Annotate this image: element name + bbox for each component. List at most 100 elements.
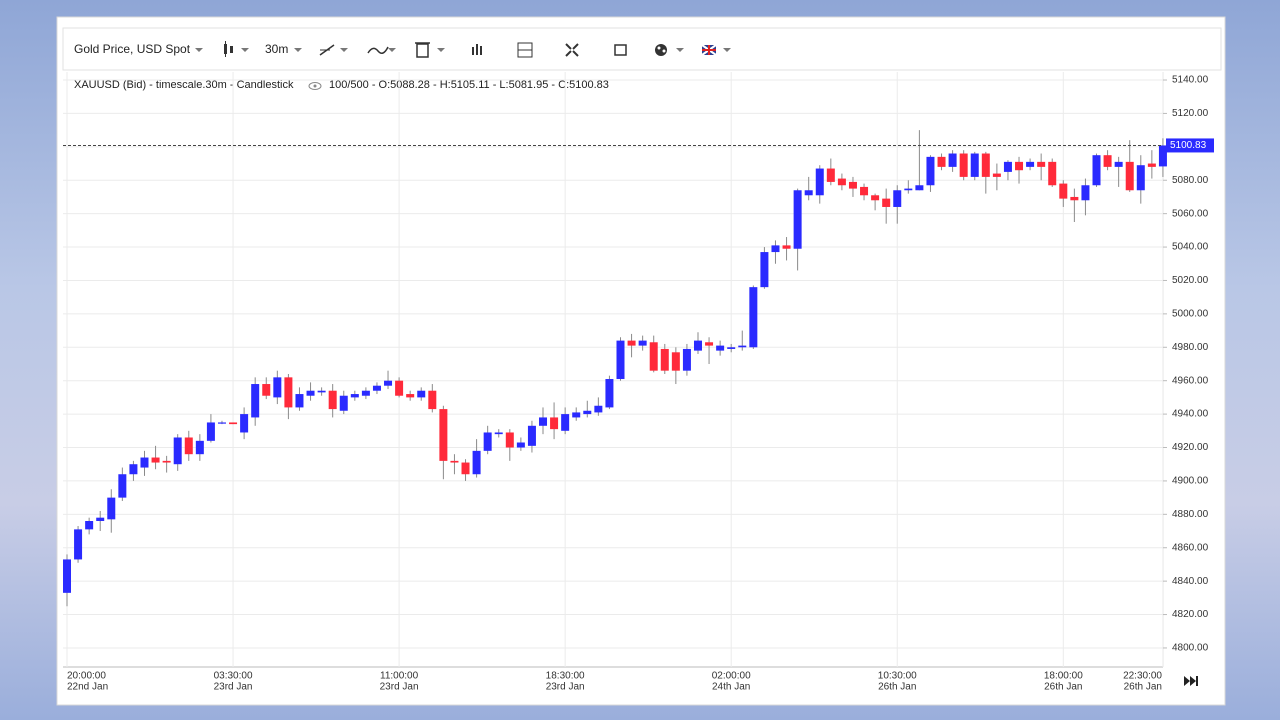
candle-body: [63, 559, 71, 593]
candle-body: [472, 450, 481, 475]
candle-body: [705, 342, 714, 346]
candle-body: [1092, 155, 1101, 186]
candle-body: [162, 460, 171, 463]
candle-body: [893, 190, 902, 207]
x-tick-label: 11:00:00: [380, 671, 419, 682]
candle-body: [992, 173, 1001, 177]
candle-body: [749, 287, 758, 348]
y-tick-label: 5120.00: [1172, 108, 1209, 119]
candle-body: [450, 460, 459, 463]
dropdown-arrow[interactable]: [294, 48, 302, 52]
candle-body: [1081, 185, 1090, 201]
candle-body: [871, 195, 880, 201]
candle-body: [74, 529, 83, 560]
x-tick-date: 24th Jan: [712, 682, 750, 693]
candle-body: [1070, 196, 1079, 201]
current-price-tag: [1166, 138, 1214, 153]
x-tick-label: 22:30:00: [1123, 671, 1162, 682]
y-tick-label: 4860.00: [1172, 542, 1209, 553]
y-tick-label: 4920.00: [1172, 442, 1209, 453]
candle-body: [1003, 161, 1012, 172]
y-tick-label: 5040.00: [1172, 242, 1209, 253]
candle-body: [317, 390, 326, 393]
candle-body: [96, 517, 105, 522]
grid: [63, 72, 1164, 667]
candle-body: [771, 245, 780, 253]
dropdown-arrow[interactable]: [195, 48, 203, 52]
candle-body: [461, 462, 470, 475]
candle-body: [195, 440, 204, 455]
candle-body: [550, 417, 559, 430]
x-tick-label: 10:30:00: [878, 671, 917, 682]
candle-body: [384, 380, 393, 386]
candle-body: [727, 347, 736, 349]
candle-body: [738, 345, 747, 348]
x-tick-date: 23rd Jan: [214, 682, 253, 693]
candle-body: [406, 394, 415, 398]
candle-body: [1059, 183, 1068, 199]
candle-body: [439, 409, 448, 461]
y-tick-label: 5020.00: [1172, 275, 1209, 286]
candle-body: [1147, 163, 1156, 167]
candle-body: [328, 390, 337, 410]
candle-body: [915, 185, 924, 191]
candle-body: [206, 422, 215, 441]
candle-body: [339, 395, 348, 411]
candle-body: [948, 153, 957, 167]
visibility-toggle[interactable]: [308, 82, 322, 90]
y-tick-label: 4940.00: [1172, 409, 1209, 420]
y-tick-label: 5000.00: [1172, 309, 1209, 320]
theme-button[interactable]: [655, 44, 684, 56]
indicator-button[interactable]: [367, 46, 396, 54]
y-tick-label: 4820.00: [1172, 609, 1209, 620]
candle-body: [516, 442, 525, 448]
candle-body: [240, 414, 249, 433]
candle-body: [173, 437, 182, 465]
candle-body: [372, 385, 381, 391]
candle-body: [306, 390, 315, 396]
candle-body: [981, 153, 990, 177]
x-tick-date: 23rd Jan: [380, 682, 419, 693]
timescale-selector[interactable]: 30m: [265, 42, 288, 56]
candle-body: [350, 394, 359, 398]
instrument-selector[interactable]: Gold Price, USD Spot: [74, 42, 191, 56]
fullscreen-button[interactable]: [565, 43, 579, 57]
candle-body: [627, 340, 636, 346]
candle-body: [1158, 145, 1167, 167]
y-tick-label: 4900.00: [1172, 476, 1209, 487]
candle-body: [118, 474, 127, 498]
x-tick-label: 03:30:00: [214, 671, 253, 682]
candle-body: [594, 405, 603, 413]
y-tick-label: 4880.00: [1172, 509, 1209, 520]
y-tick-label: 5140.00: [1172, 75, 1209, 86]
scroll-end-button[interactable]: [1184, 676, 1198, 686]
crosshair-button[interactable]: [517, 42, 533, 58]
candle-body: [970, 153, 979, 177]
candle-body: [583, 410, 592, 415]
candle-body: [107, 497, 116, 520]
candle-body: [284, 377, 293, 408]
x-tick-date: 26th Jan: [878, 682, 916, 693]
candle-body: [217, 422, 226, 424]
candle-body: [140, 457, 149, 468]
volume-button[interactable]: [472, 44, 482, 55]
candle-body: [716, 345, 725, 351]
y-tick-label: 4960.00: [1172, 375, 1209, 386]
candle-body: [826, 168, 835, 182]
draw-line-button[interactable]: [319, 44, 348, 56]
candle-body: [428, 390, 437, 410]
y-tick-label: 5060.00: [1172, 208, 1209, 219]
y-tick-label: 5080.00: [1172, 175, 1209, 186]
delete-button[interactable]: [415, 42, 445, 58]
y-tick-label: 4840.00: [1172, 576, 1209, 587]
candle-body: [572, 412, 581, 418]
x-tick-date: 23rd Jan: [546, 682, 585, 693]
fit-button[interactable]: [614, 44, 627, 56]
x-tick-date: 22nd Jan: [67, 682, 108, 693]
candle-type-button[interactable]: [224, 41, 249, 57]
candle-body: [937, 156, 946, 167]
candle-body: [926, 156, 935, 186]
candle-body: [527, 425, 536, 446]
language-button[interactable]: [701, 44, 731, 56]
